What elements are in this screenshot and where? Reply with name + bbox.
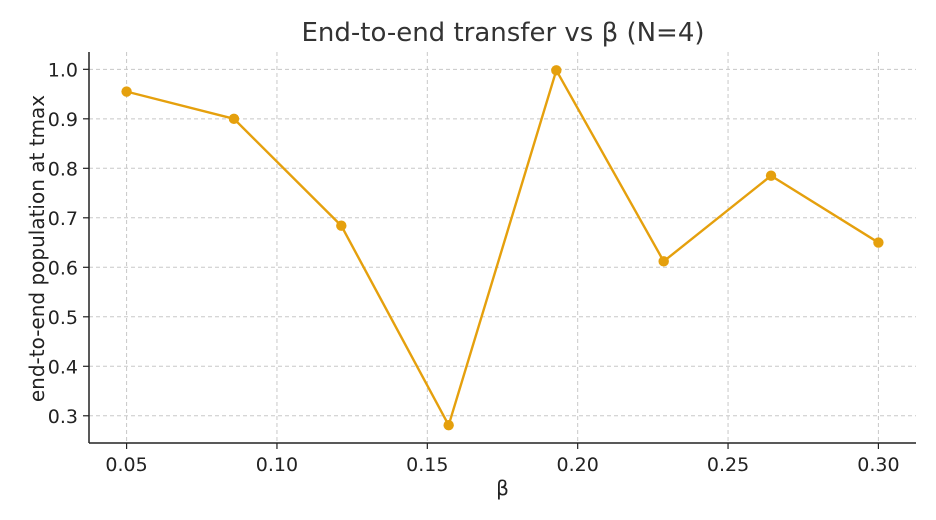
y-tick-label: 0.4 [48, 356, 78, 378]
x-tick-label: 0.25 [707, 454, 749, 476]
x-tick-label: 0.10 [256, 454, 298, 476]
y-tick-label: 0.9 [48, 109, 78, 131]
y-tick-label: 1.0 [48, 59, 78, 81]
x-tick-label: 0.30 [857, 454, 899, 476]
y-tick-label: 0.8 [48, 158, 78, 180]
chart-title: End-to-end transfer vs β (N=4) [301, 18, 704, 48]
tick-labels: 0.05 0.10 0.15 0.20 0.25 0.30 0.3 0.4 0.5 0.6 0.7 0… [48, 59, 900, 476]
x-axis-label: β [496, 476, 509, 500]
data-point [873, 237, 884, 248]
data-point [658, 256, 669, 267]
data-point [443, 419, 454, 431]
y-tick-label: 0.7 [48, 208, 78, 230]
x-tick-label: 0.05 [105, 454, 147, 476]
y-tick-label: 0.3 [48, 406, 78, 428]
data-point [551, 65, 562, 76]
x-tick-label: 0.15 [406, 454, 448, 476]
data-point [121, 86, 132, 97]
y-tick-label: 0.5 [48, 307, 78, 329]
x-tick-label: 0.20 [557, 454, 599, 476]
series-line [126, 69, 880, 427]
axes [88, 52, 916, 444]
series [121, 65, 884, 431]
y-tick-label: 0.6 [48, 257, 78, 279]
y-axis-label: end-to-end population at tmax [25, 95, 49, 402]
grid [89, 52, 916, 443]
data-point [228, 113, 240, 125]
data-point [336, 220, 347, 231]
data-point [765, 170, 777, 181]
